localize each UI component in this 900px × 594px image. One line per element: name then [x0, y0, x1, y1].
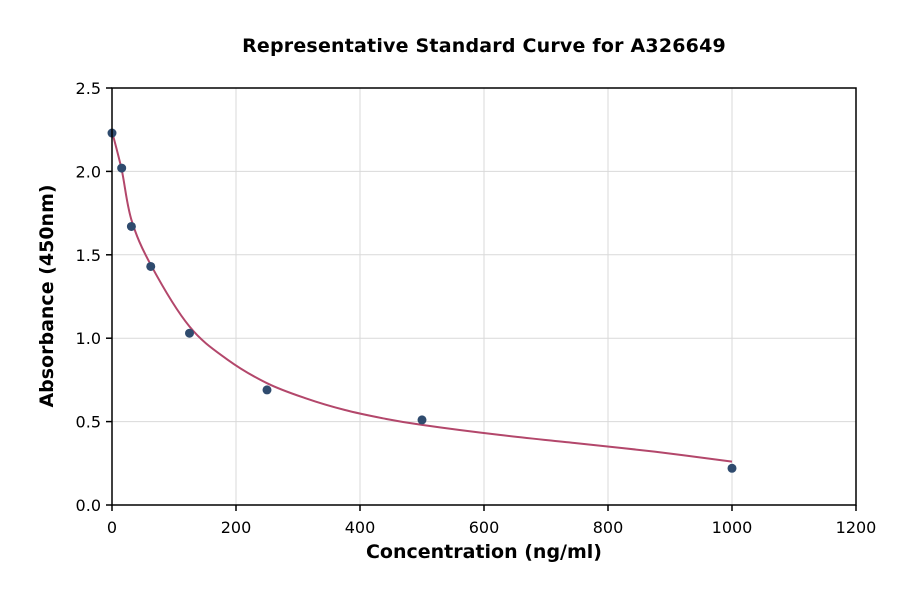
- data-point: [262, 385, 272, 395]
- data-point: [117, 163, 127, 173]
- x-tick-label: 1000: [712, 518, 753, 537]
- x-tick-label: 1200: [836, 518, 877, 537]
- y-tick-label: 2.5: [76, 79, 101, 98]
- chart-title: Representative Standard Curve for A32664…: [242, 35, 726, 57]
- y-tick-label: 0.0: [76, 496, 101, 515]
- x-tick-label: 0: [107, 518, 117, 537]
- data-point: [146, 261, 156, 271]
- y-tick-label: 1.0: [76, 329, 101, 348]
- x-tick-label: 200: [221, 518, 252, 537]
- y-tick-label: 0.5: [76, 413, 101, 432]
- x-axis-label: Concentration (ng/ml): [365, 541, 602, 563]
- data-point: [727, 463, 737, 473]
- x-tick-label: 600: [469, 518, 500, 537]
- x-tick-label: 400: [345, 518, 376, 537]
- y-tick-label: 2.0: [76, 162, 101, 181]
- data-point: [417, 415, 427, 425]
- data-point: [185, 328, 194, 338]
- x-tick-label: 800: [593, 518, 624, 537]
- data-point: [126, 221, 136, 231]
- y-axis-label: Absorbance (450nm): [36, 184, 58, 408]
- fit-curve-line: [111, 131, 733, 463]
- y-tick-label: 1.5: [76, 246, 101, 265]
